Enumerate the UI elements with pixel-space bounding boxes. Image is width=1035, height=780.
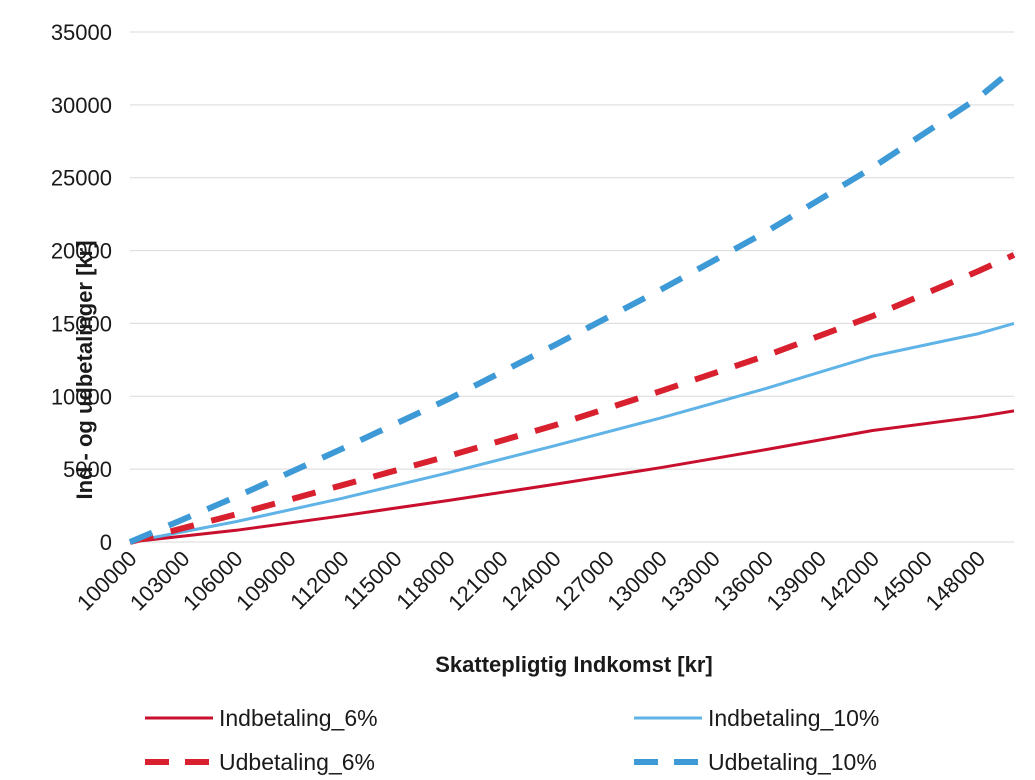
y-tick-label: 0 xyxy=(100,530,112,555)
series-line-3 xyxy=(129,252,1016,545)
y-tick-label: 15000 xyxy=(51,311,112,336)
legend-label: Indbetaling_6% xyxy=(219,705,378,731)
y-tick-label: 10000 xyxy=(51,384,112,409)
legend: Indbetaling_6% Indbetaling_10% Udbetaling_… xyxy=(145,705,879,775)
y-tick-label: 20000 xyxy=(51,239,112,264)
x-axis-title: Skattepligtig Indkomst [kr] xyxy=(435,652,712,677)
legend-label: Udbetaling_6% xyxy=(219,749,375,775)
y-tick-label: 30000 xyxy=(51,93,112,118)
y-axis-title: Ind - og udbetalinger [kr] xyxy=(72,240,97,499)
legend-label: Udbetaling_10% xyxy=(708,749,877,775)
y-tick-label: 5000 xyxy=(63,457,112,482)
legend-label: Indbetaling_10% xyxy=(708,705,879,731)
gridlines xyxy=(130,31,1014,543)
x-tick-label: 112000 xyxy=(285,546,353,614)
x-tick-label: 115000 xyxy=(338,546,406,614)
x-axis-ticks: 1000001030001060001090001120001150001180… xyxy=(72,546,990,616)
y-tick-label: 25000 xyxy=(51,166,112,191)
series-line-4 xyxy=(128,66,1016,545)
x-tick-label: 109000 xyxy=(231,546,301,616)
series-line-2 xyxy=(129,321,1015,544)
series-lines xyxy=(128,66,1016,545)
y-axis-ticks: 0 5000 10000 15000 20000 25000 30000 35000 xyxy=(51,20,112,555)
series-line-1 xyxy=(129,409,1015,544)
y-tick-label: 35000 xyxy=(51,20,112,45)
x-tick-label: 148000 xyxy=(921,546,991,616)
